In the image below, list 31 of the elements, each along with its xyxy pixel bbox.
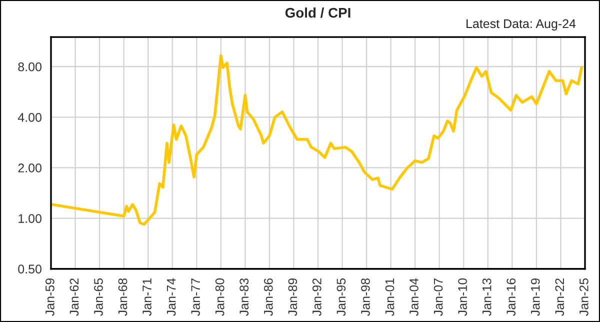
y-tick-label: 1.00 <box>18 214 42 223</box>
x-tick-label: Jan-71 <box>142 278 152 316</box>
y-tick-label: 8.00 <box>18 62 42 72</box>
x-tick-label: Jan-74 <box>167 278 176 316</box>
x-tick-label: Jan-19 <box>530 278 540 316</box>
x-tick-label: Jan-16 <box>506 278 516 316</box>
x-tick-label: Jan-13 <box>482 278 492 316</box>
x-tick-label: Jan-92 <box>312 278 322 316</box>
y-tick-label: 4.00 <box>18 112 42 122</box>
x-tick-label: Jan-65 <box>94 278 103 316</box>
y-tick-label: 0.50 <box>18 264 42 274</box>
x-tick-label: Jan-77 <box>191 278 200 316</box>
x-tick-label: Jan-10 <box>458 278 467 316</box>
x-tick-label: Jan-22 <box>555 278 564 316</box>
x-tick-label: Jan-01 <box>385 278 394 316</box>
y-tick-label: 2.00 <box>18 164 42 172</box>
line-series <box>51 54 583 226</box>
x-tick-label: Jan-59 <box>46 278 54 316</box>
x-tick-label: Jan-86 <box>264 278 273 316</box>
chart-title: Gold / CPI <box>285 8 350 18</box>
x-tick-label: Jan-80 <box>215 278 224 316</box>
x-tick-label: Jan-95 <box>336 278 346 316</box>
x-tick-label: Jan-62 <box>70 278 79 316</box>
x-tick-label: Jan-68 <box>118 278 128 316</box>
x-tick-label: Jan-98 <box>361 278 370 316</box>
x-tick-label: Jan-25 <box>580 278 588 316</box>
x-tick-label: Jan-83 <box>240 278 249 316</box>
text: Latest Data: Aug-24 <box>466 19 576 31</box>
x-tick-label: Jan-89 <box>288 278 298 316</box>
x-tick-label: Jan-07 <box>434 278 443 316</box>
x-tick-label: Jan-04 <box>410 278 418 316</box>
